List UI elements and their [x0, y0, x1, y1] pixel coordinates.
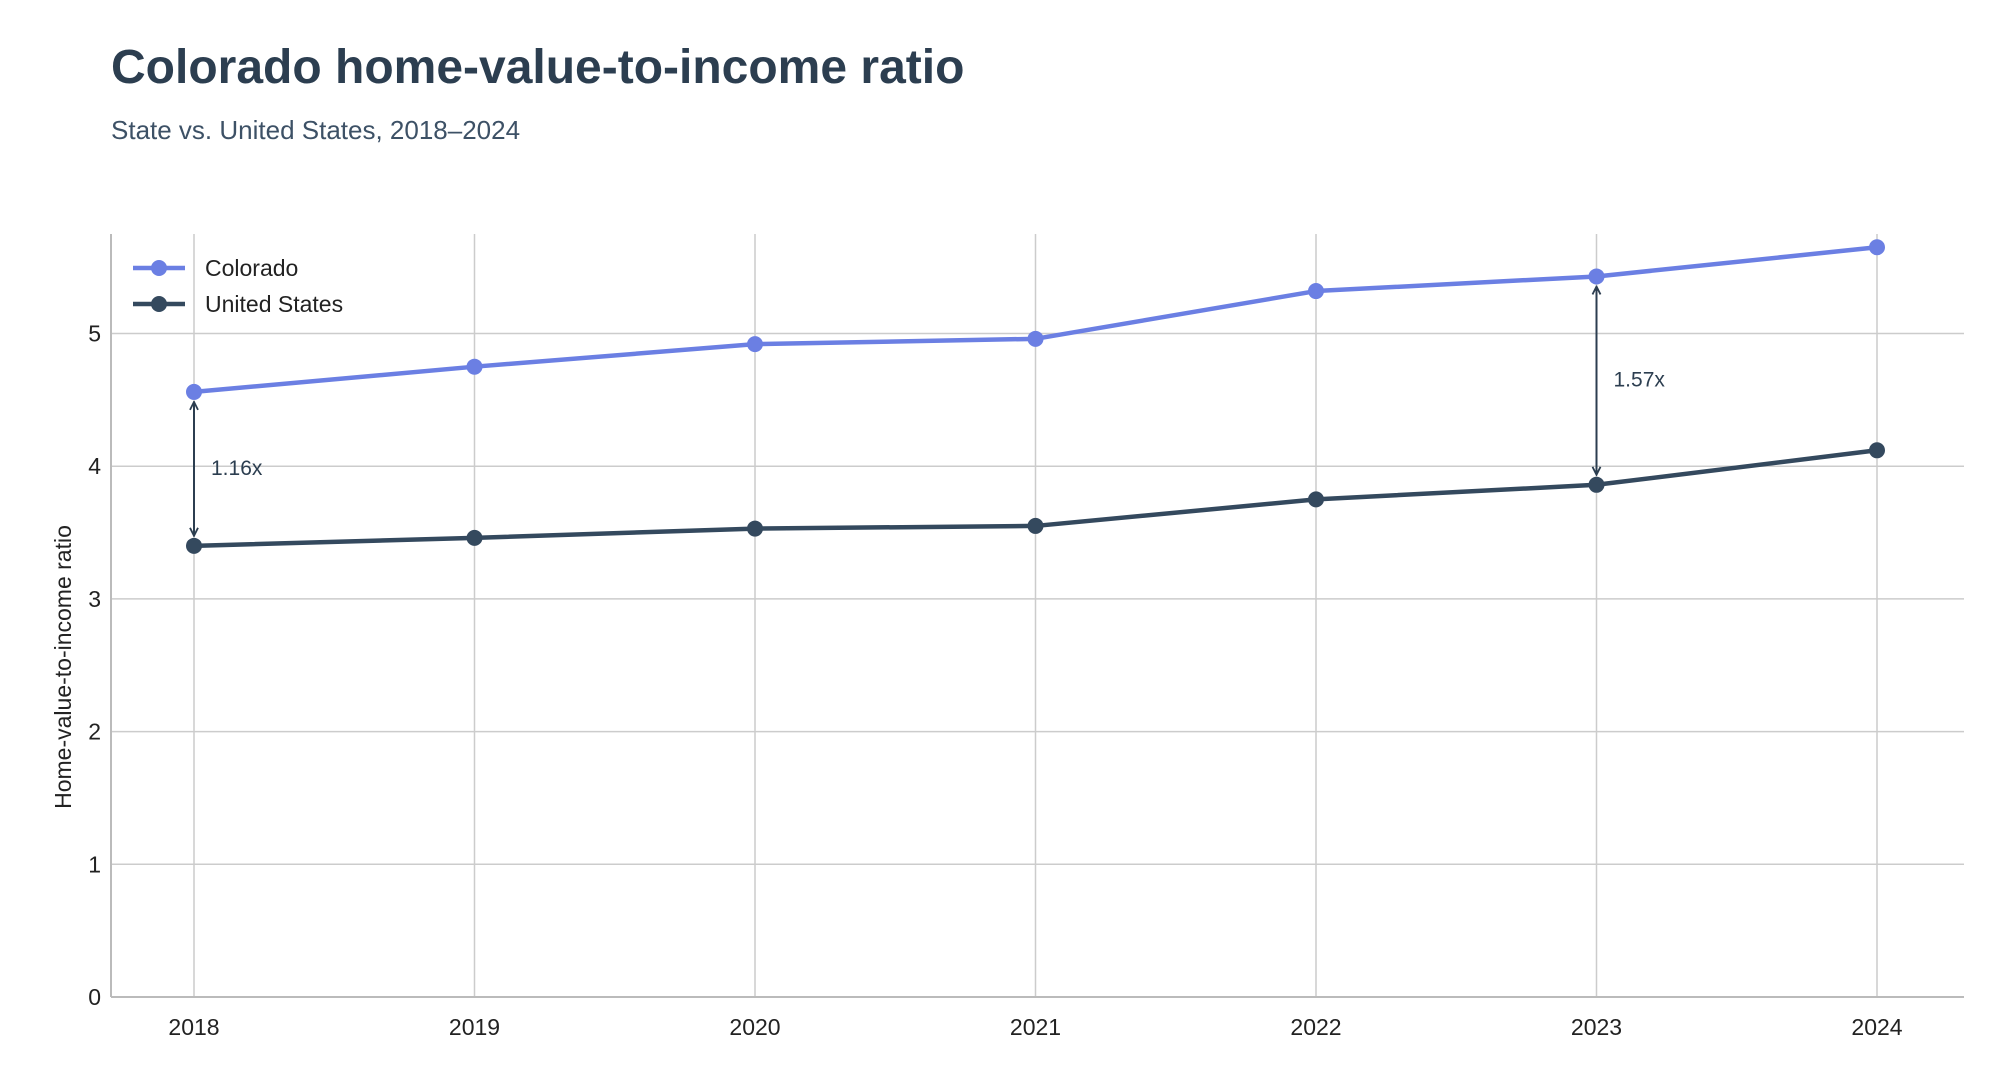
y-tick-labels: 0 1 2 3 4 5	[88, 321, 101, 1010]
data-point-colorado	[186, 383, 202, 400]
x-tick-label: 2023	[1571, 1014, 1622, 1040]
data-point-united-states	[186, 537, 202, 554]
legend-label: Colorado	[205, 255, 298, 281]
data-point-colorado	[1588, 268, 1605, 285]
y-axis-label: Home-value-to-income ratio	[50, 525, 76, 809]
data-point-united-states	[747, 520, 763, 537]
y-tick-label: 0	[88, 984, 101, 1010]
series-colorado	[186, 239, 1885, 400]
legend-marker	[151, 260, 167, 276]
legend-item-colorado: Colorado	[133, 255, 298, 281]
y-tick-label: 2	[88, 719, 101, 745]
series-lines	[186, 239, 1885, 554]
x-tick-label: 2019	[449, 1014, 500, 1040]
y-tick-label: 1	[88, 851, 101, 877]
data-point-colorado	[1027, 330, 1044, 347]
legend: Colorado United States	[133, 255, 343, 317]
legend-marker	[151, 296, 167, 312]
y-tick-label: 4	[88, 453, 101, 479]
axes	[110, 234, 1964, 998]
data-point-united-states	[1869, 442, 1885, 459]
legend-label: United States	[205, 291, 343, 317]
gap-label-2023: 1.57x	[1614, 369, 1666, 392]
data-point-united-states	[1588, 476, 1605, 493]
data-point-colorado	[466, 358, 483, 375]
x-tick-label: 2021	[1010, 1014, 1061, 1040]
x-tick-labels: 2018 2019 2020 2021 2022 2023 2024	[168, 1014, 1902, 1040]
x-tick-label: 2022	[1290, 1014, 1341, 1040]
data-point-colorado	[1308, 283, 1324, 300]
legend-item-united-states: United States	[133, 291, 343, 317]
y-tick-label: 3	[88, 586, 101, 612]
data-point-united-states	[466, 529, 483, 546]
x-tick-label: 2024	[1851, 1014, 1902, 1040]
x-tick-label: 2020	[729, 1014, 780, 1040]
data-point-colorado	[1869, 239, 1885, 256]
y-tick-label: 5	[88, 321, 101, 347]
chart-subtitle: State vs. United States, 2018–2024	[111, 115, 521, 145]
data-point-united-states	[1027, 517, 1044, 534]
x-tick-label: 2018	[168, 1014, 219, 1040]
gridlines	[111, 234, 1964, 997]
data-point-colorado	[747, 336, 763, 353]
annotations: 1.16x 1.57x	[194, 286, 1665, 535]
chart-title: Colorado home-value-to-income ratio	[111, 41, 965, 94]
data-point-united-states	[1308, 491, 1324, 508]
gap-label-2018: 1.16x	[211, 457, 263, 480]
series-united-states	[186, 442, 1885, 554]
